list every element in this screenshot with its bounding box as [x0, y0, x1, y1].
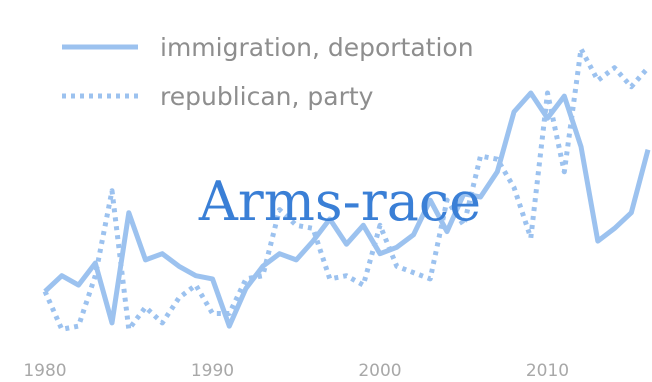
data-point-republican-1988: [177, 296, 181, 300]
data-point-republican-1990: [211, 312, 215, 316]
data-point-republican-2009: [529, 236, 533, 240]
data-point-republican-1991: [227, 312, 231, 316]
data-point-republican-2014: [613, 66, 617, 70]
x-tick-label-2000: 2000: [358, 361, 401, 381]
x-tick-label-2010: 2010: [526, 361, 569, 381]
data-point-immigration-1992: [244, 286, 248, 290]
data-point-immigration-2014: [613, 226, 617, 230]
data-point-immigration-2013: [596, 239, 600, 243]
data-point-immigration-1989: [194, 274, 198, 278]
data-point-immigration-1986: [144, 258, 148, 262]
data-point-republican-2002: [412, 271, 416, 275]
x-tick-label-1990: 1990: [191, 361, 234, 381]
x-tick-label-1980: 1980: [23, 361, 66, 381]
data-point-immigration-1985: [127, 211, 131, 215]
data-point-republican-1993: [261, 274, 265, 278]
data-point-immigration-1998: [345, 242, 349, 246]
data-point-republican-2006: [479, 154, 483, 158]
overlay-title: Arms-race: [198, 170, 481, 233]
data-point-immigration-1984: [110, 321, 114, 325]
data-point-immigration-1983: [93, 261, 97, 265]
data-point-republican-2008: [512, 186, 516, 190]
data-point-immigration-1994: [278, 252, 282, 256]
data-point-republican-2010: [546, 91, 550, 95]
data-point-immigration-1990: [211, 277, 215, 281]
data-point-republican-1984: [110, 189, 114, 193]
data-point-republican-1989: [194, 283, 198, 287]
data-point-republican-2012: [579, 47, 583, 51]
data-point-republican-1983: [93, 274, 97, 278]
data-point-immigration-2002: [412, 233, 416, 237]
data-point-republican-2015: [629, 85, 633, 89]
data-point-immigration-1991: [227, 324, 231, 328]
data-point-immigration-2007: [495, 170, 499, 174]
legend: immigration, deportation republican, par…: [62, 33, 474, 111]
series-line-immigration: [43, 90, 651, 329]
data-point-republican-1982: [77, 324, 81, 328]
data-point-immigration-2008: [512, 110, 516, 114]
legend-label-republican: republican, party: [160, 82, 374, 111]
data-point-republican-1997: [328, 277, 332, 281]
data-point-republican-1992: [244, 277, 248, 281]
data-point-republican-1986: [144, 305, 148, 309]
data-point-immigration-2011: [562, 94, 566, 98]
series-line-republican: [42, 46, 650, 332]
x-axis-ticks: 1980 1990 2000 2010: [23, 361, 569, 381]
data-point-republican-1999: [361, 283, 365, 287]
data-point-republican-2016: [646, 66, 650, 70]
data-point-republican-2001: [395, 264, 399, 268]
data-point-immigration-1996: [311, 239, 315, 243]
data-point-immigration-1981: [60, 274, 64, 278]
data-point-immigration-2012: [579, 145, 583, 149]
data-point-immigration-2009: [529, 91, 533, 95]
data-point-immigration-1987: [160, 252, 164, 256]
data-point-immigration-2000: [378, 252, 382, 256]
data-point-republican-1980: [43, 289, 47, 293]
data-point-republican-2007: [495, 157, 499, 161]
data-point-republican-1981: [60, 327, 64, 331]
data-point-immigration-1982: [77, 283, 81, 287]
legend-label-immigration: immigration, deportation: [160, 33, 474, 62]
data-point-republican-1998: [345, 274, 349, 278]
series-layer: [42, 46, 651, 332]
data-point-immigration-2015: [629, 211, 633, 215]
data-point-immigration-2016: [646, 148, 650, 152]
data-point-republican-2013: [596, 78, 600, 82]
data-point-republican-1987: [160, 321, 164, 325]
data-point-immigration-1988: [177, 264, 181, 268]
data-point-immigration-1995: [294, 258, 298, 262]
data-point-immigration-2001: [395, 245, 399, 249]
data-point-republican-2011: [562, 170, 566, 174]
data-point-republican-1985: [127, 327, 131, 331]
data-point-republican-2003: [428, 277, 432, 281]
